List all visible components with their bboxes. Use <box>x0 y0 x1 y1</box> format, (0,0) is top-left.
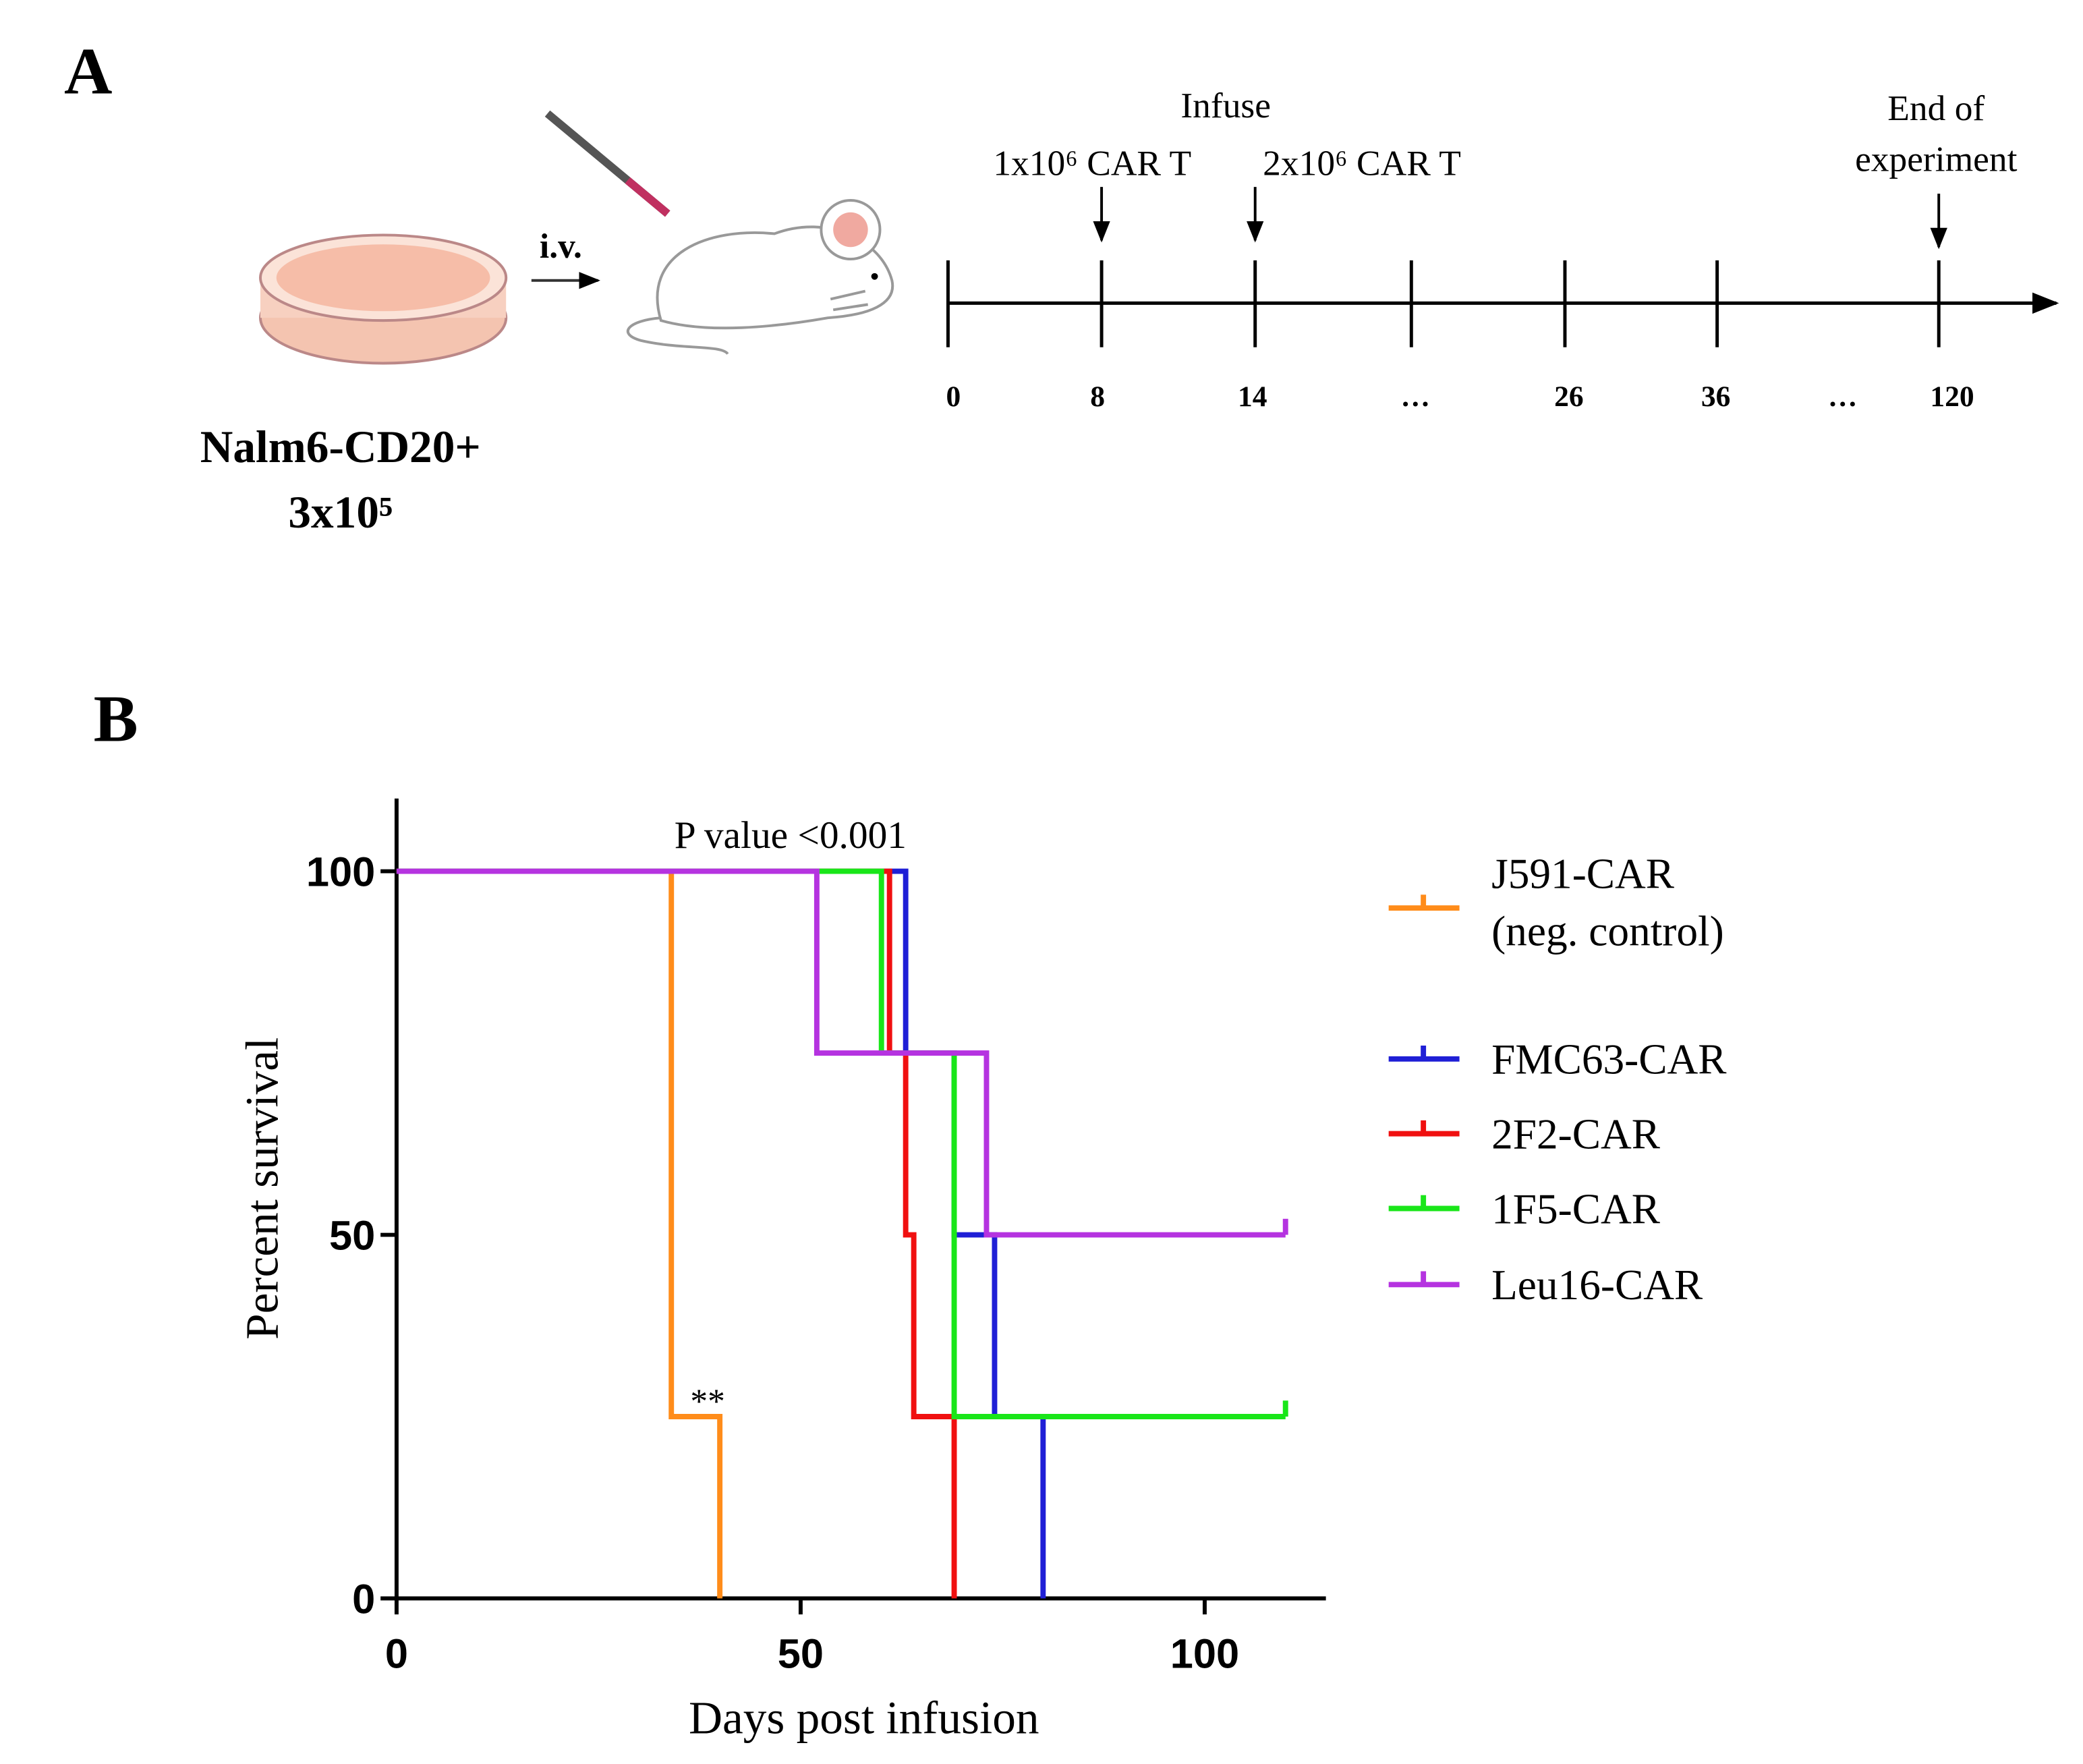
survival-curve <box>396 868 723 1599</box>
survival-curve <box>396 868 957 1599</box>
mouse-icon <box>544 110 894 355</box>
timeline-label: … <box>1828 380 1858 413</box>
dose-2-label: 2x10⁶ CAR T <box>1263 142 1461 183</box>
legend-label: FMC63-CAR <box>1491 1036 1727 1083</box>
dose-label: 3x10⁵ <box>288 487 393 538</box>
y-axis-title: Percent survival <box>236 1037 288 1340</box>
legend-label: Leu16-CAR <box>1491 1261 1703 1309</box>
timeline-arrows <box>1093 187 1947 250</box>
timeline-label: 36 <box>1701 380 1731 413</box>
legend-line: (neg. control) <box>1491 908 1724 955</box>
end-label: experiment <box>1855 138 2018 179</box>
dish-icon <box>259 233 508 365</box>
survival-curve <box>396 868 1286 1238</box>
legend-label: 1F5-CAR <box>1491 1185 1661 1232</box>
x-tick-label: 0 <box>385 1630 408 1677</box>
timeline-label: 14 <box>1238 380 1267 413</box>
panel-label: A <box>64 35 112 109</box>
x-tick-label: 100 <box>1170 1630 1239 1677</box>
panel-label: B <box>94 683 138 756</box>
annotation: P value <0.001 <box>675 814 907 857</box>
y-tick-label: 0 <box>352 1576 375 1622</box>
y-tick-label: 100 <box>306 849 375 895</box>
legend-label: 2F2-CAR <box>1491 1110 1661 1158</box>
timeline-label: 26 <box>1554 380 1584 413</box>
x-axis-title: Days post infusion <box>689 1691 1039 1743</box>
timeline-label: 0 <box>946 380 961 413</box>
end-label: End of <box>1887 88 1985 128</box>
route-label: i.v. <box>540 227 582 266</box>
legend-line: J591-CAR <box>1491 850 1675 897</box>
y-tick-label: 50 <box>329 1212 375 1259</box>
infuse-label: Infuse <box>1180 85 1271 125</box>
dose-1-label: 1x10⁶ CAR T <box>993 142 1191 183</box>
timeline-label: 8 <box>1090 380 1105 413</box>
timeline-label: 120 <box>1930 380 1974 413</box>
cells-label: Nalm6-CD20+ <box>200 422 481 472</box>
legend-label: J591-CAR (neg. control) <box>1491 850 1724 955</box>
survival-curve <box>396 868 1286 1419</box>
timeline-label: … <box>1400 380 1430 413</box>
x-tick-label: 50 <box>778 1630 824 1677</box>
